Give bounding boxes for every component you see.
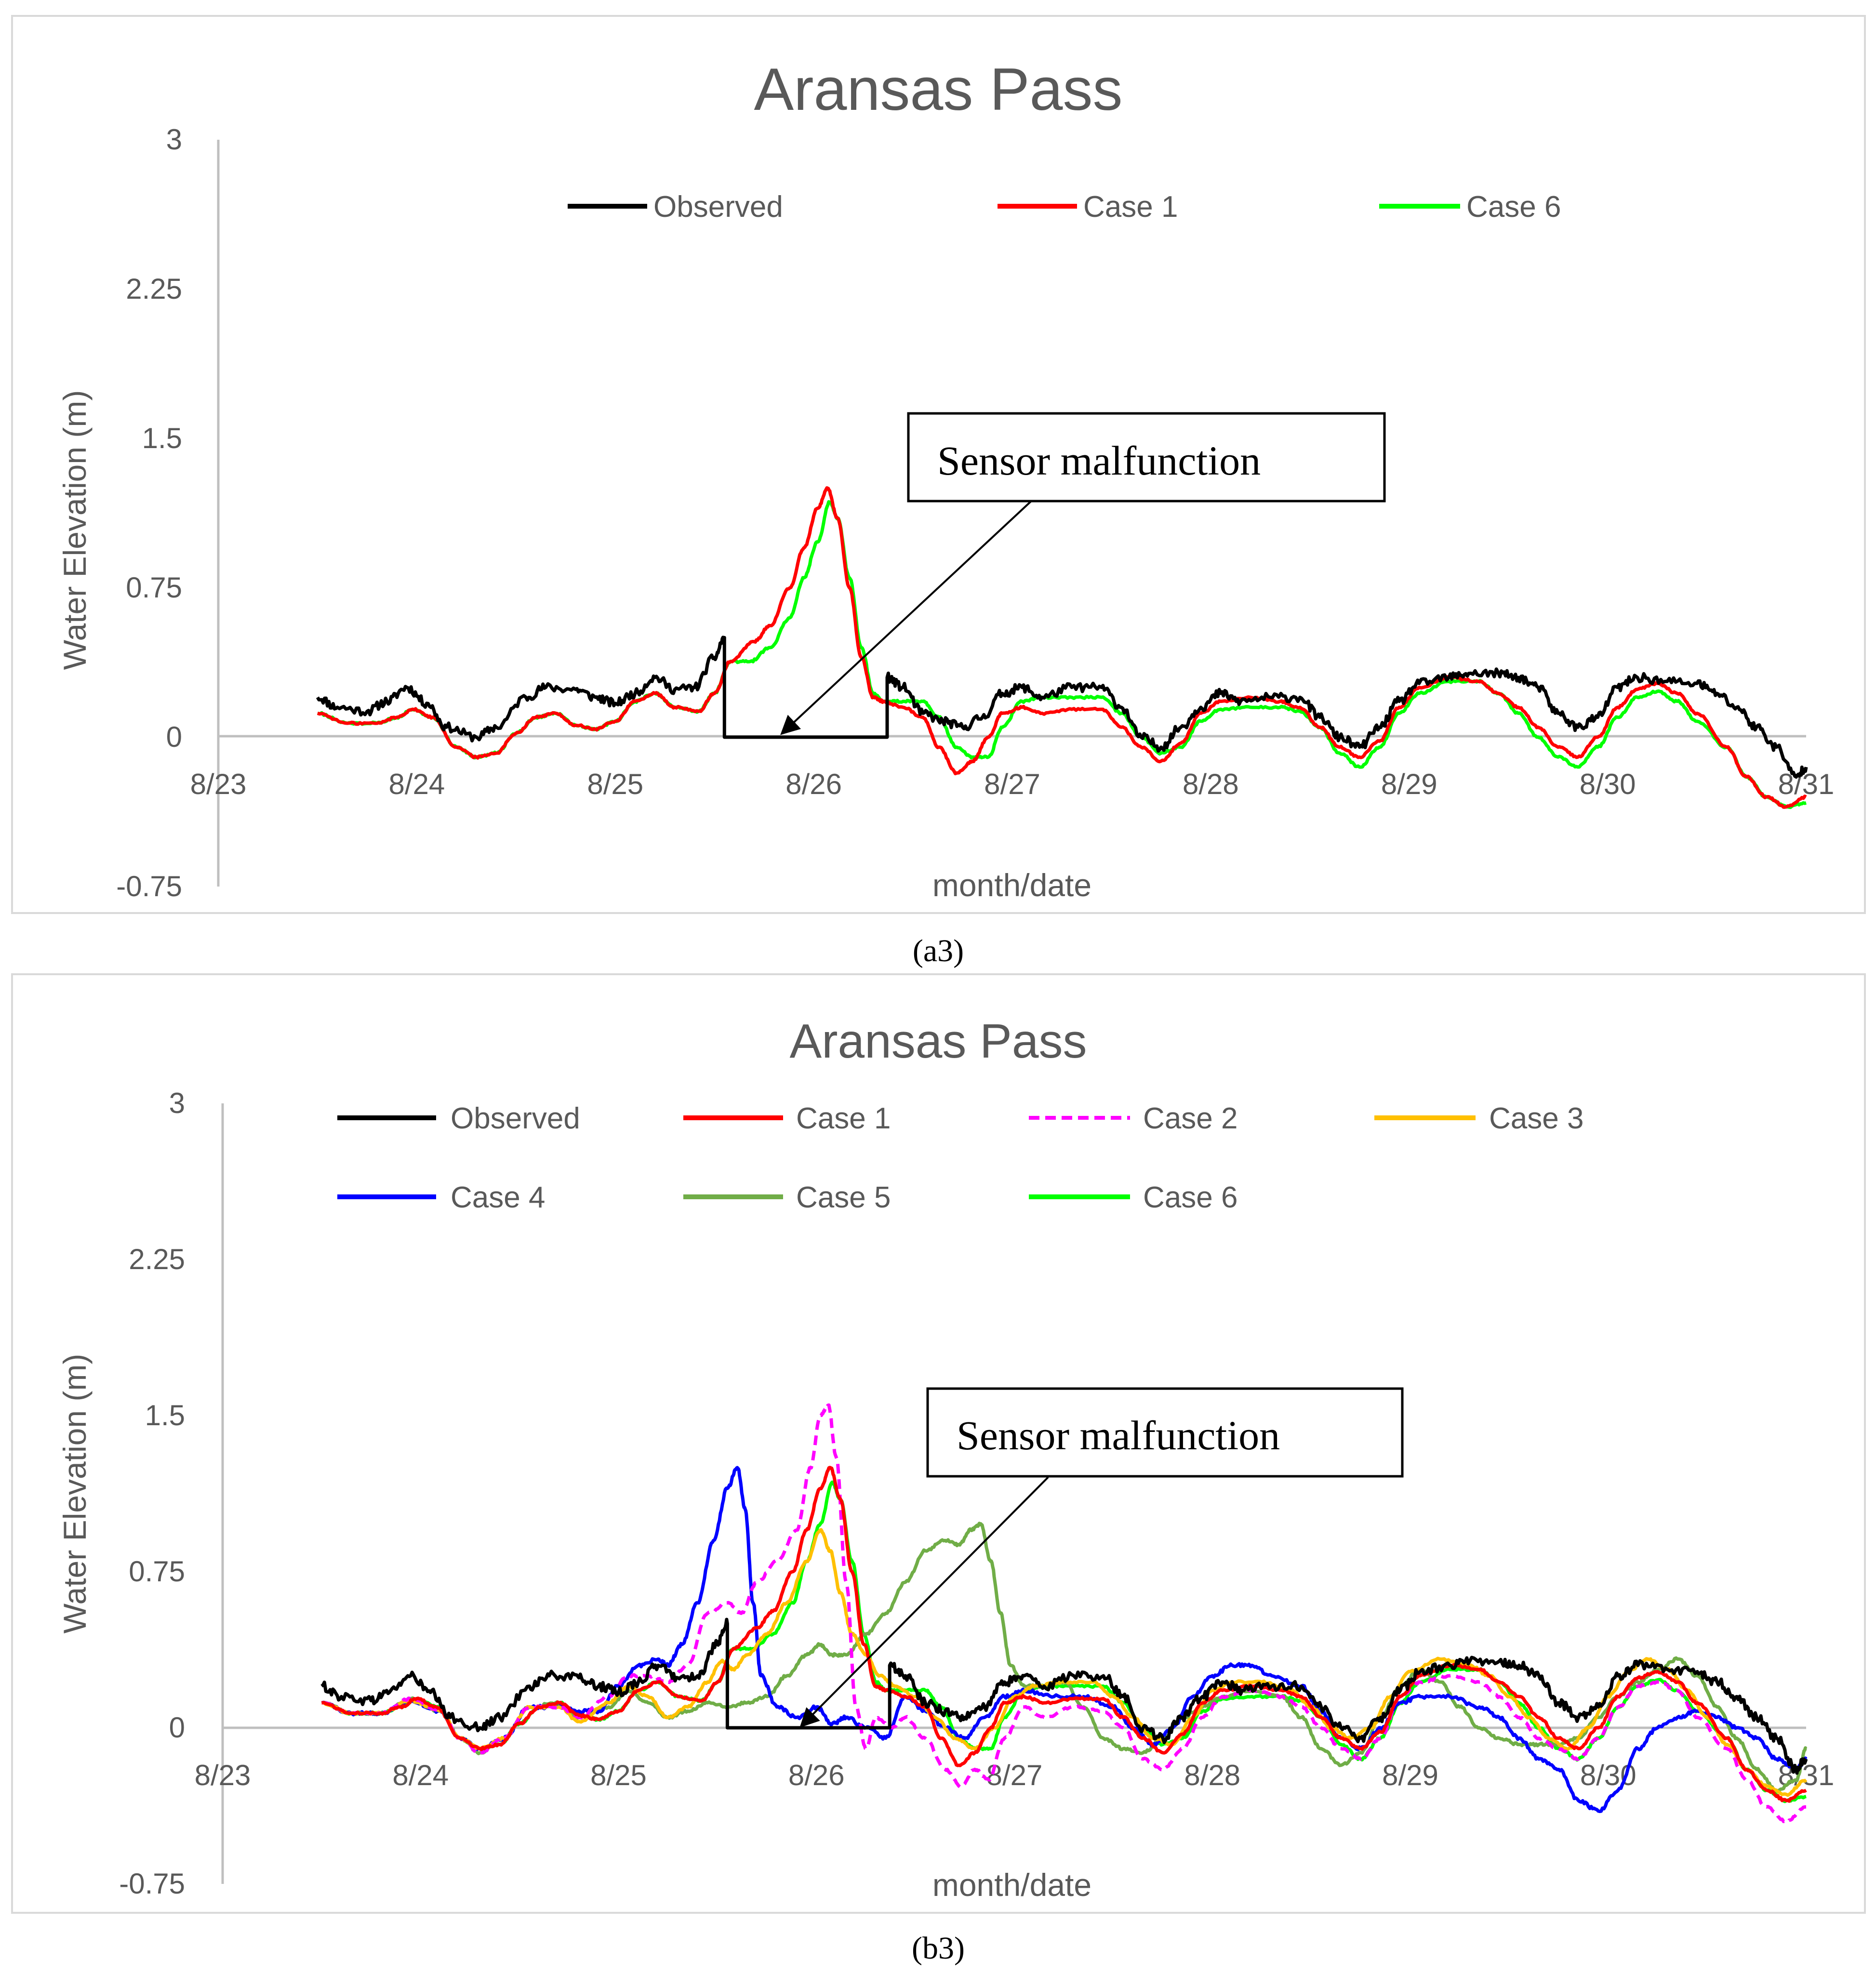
series-line-observed: [320, 1617, 1808, 1775]
x-tick-label: 8/30: [1580, 768, 1636, 800]
chart-a3: Aransas Pass 3 2.25 1.5 0.75 0 -0.75 8/23 8/24…: [11, 15, 1866, 968]
annotation-box: [926, 1387, 1404, 1478]
x-tick-label: 8/25: [590, 1759, 647, 1791]
y-tick-label: 3: [169, 1087, 185, 1119]
chart-b3-x-ticks: 8/23 8/24 8/25 8/26 8/27 8/28 8/29 8/30 8/31: [195, 1759, 1835, 1791]
chart-b3-annotation: Sensor malfunction: [799, 1387, 1404, 1728]
panel-label-a3: (a3): [913, 933, 964, 968]
chart-a3-legend: Observed Case 1 Case 6: [568, 190, 1561, 224]
chart-b3-title: Aransas Pass: [790, 1014, 1087, 1068]
x-tick-label: 8/27: [984, 768, 1040, 800]
series-line-case-1: [321, 1466, 1807, 1803]
legend-label-observed: Observed: [451, 1102, 580, 1135]
chart-b3-x-axis-label: month/date: [932, 1867, 1091, 1903]
x-tick-label: 8/23: [190, 768, 247, 800]
x-tick-label: 8/28: [1183, 768, 1239, 800]
chart-b3-series: [320, 1403, 1808, 1824]
x-tick-label: 8/29: [1381, 768, 1437, 800]
chart-b3-y-axis-label: Water Elevation (m): [57, 1354, 93, 1634]
annotation-text: Sensor malfunction: [937, 437, 1261, 484]
chart-a3-title: Aransas Pass: [754, 56, 1122, 123]
chart-a3-y-axis-label: Water Elevation (m): [57, 390, 93, 670]
y-tick-label: -0.75: [116, 870, 182, 902]
legend-label-case-2: Case 2: [1143, 1102, 1237, 1135]
x-tick-label: 8/26: [788, 1759, 845, 1791]
x-tick-label: 8/27: [986, 1759, 1043, 1791]
y-tick-label: 1.5: [145, 1399, 185, 1431]
chart-b3: Aransas Pass 3 2.25 1.5 0.75 0 -0.75 8/23 8/24…: [11, 973, 1866, 1966]
chart-a3-annotation: Sensor malfunction: [780, 412, 1386, 735]
chart-b3-legend: Observed Case 1 Case 2 Case 3 Case 4 Cas…: [337, 1102, 1583, 1214]
chart-b3-y-ticks: 3 2.25 1.5 0.75 0 -0.75: [119, 1087, 185, 1900]
x-tick-label: 8/25: [587, 768, 643, 800]
chart-a3-series: [316, 486, 1808, 809]
legend-label-case-4: Case 4: [451, 1181, 545, 1214]
series-line-observed: [316, 636, 1808, 779]
legend-label-case-1: Case 1: [796, 1102, 891, 1135]
legend-label-case-1: Case 1: [1083, 190, 1178, 224]
annotation-arrow: [780, 500, 1032, 735]
chart-a3-x-ticks: 8/23 8/24 8/25 8/26 8/27 8/28 8/29 8/30 8/31: [190, 768, 1835, 800]
x-tick-label: 8/28: [1184, 1759, 1240, 1791]
x-tick-label: 8/24: [388, 768, 445, 800]
y-tick-label: 1.5: [142, 422, 182, 454]
legend-label-case-6: Case 6: [1143, 1181, 1237, 1214]
y-tick-label: 0: [166, 721, 182, 753]
y-tick-label: -0.75: [119, 1868, 185, 1900]
x-tick-label: 8/31: [1778, 768, 1835, 800]
y-tick-label: 0: [169, 1711, 185, 1744]
x-tick-label: 8/29: [1382, 1759, 1438, 1791]
y-tick-label: 0.75: [129, 1555, 185, 1588]
legend-label-observed: Observed: [653, 190, 783, 224]
x-tick-label: 8/23: [195, 1759, 251, 1791]
chart-a3-y-ticks: 3 2.25 1.5 0.75 0 -0.75: [116, 123, 182, 902]
legend-label-case-5: Case 5: [796, 1181, 891, 1214]
y-tick-label: 2.25: [126, 273, 182, 305]
annotation-text: Sensor malfunction: [957, 1412, 1280, 1458]
series-line-case-2: [321, 1403, 1807, 1824]
x-tick-label: 8/24: [392, 1759, 449, 1791]
annotation-box: [907, 412, 1386, 503]
x-tick-label: 8/26: [785, 768, 842, 800]
series-line-case-1: [317, 486, 1807, 809]
legend-label-case-6: Case 6: [1466, 190, 1561, 224]
annotation-arrow: [799, 1476, 1049, 1728]
y-tick-label: 3: [166, 123, 182, 156]
legend-label-case-3: Case 3: [1489, 1102, 1583, 1135]
panel-label-b3: (b3): [912, 1931, 965, 1966]
y-tick-label: 2.25: [129, 1243, 185, 1275]
y-tick-label: 0.75: [126, 571, 182, 604]
chart-a3-x-axis-label: month/date: [932, 867, 1091, 903]
